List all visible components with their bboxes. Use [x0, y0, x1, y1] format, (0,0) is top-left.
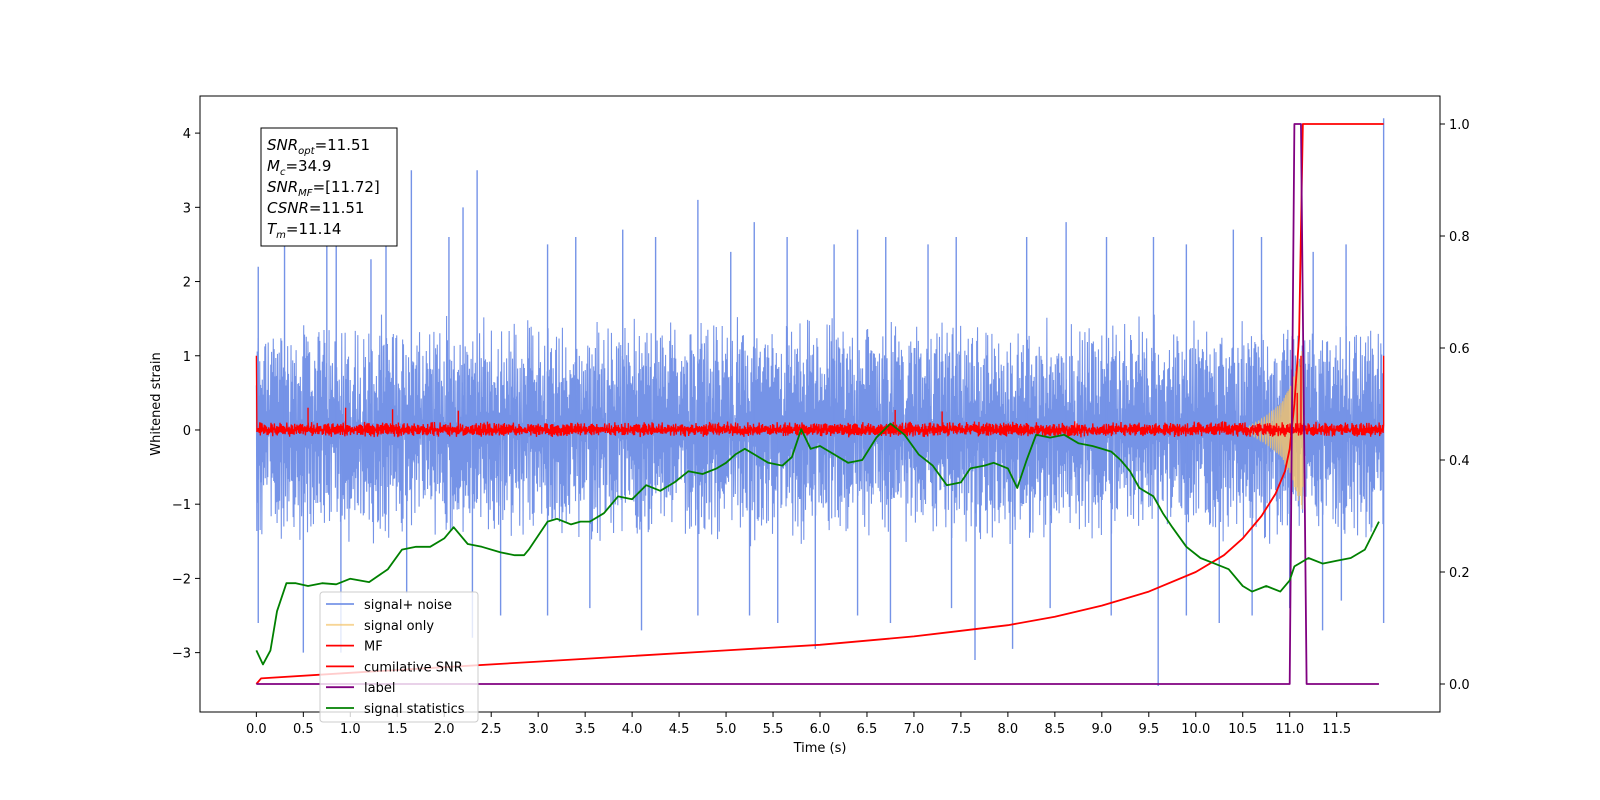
x-tick-label: 4.5: [669, 722, 690, 737]
legend-label-signal-statistics: signal statistics: [364, 702, 465, 717]
series-cumulative-snr: [255, 123, 1384, 685]
legend-label-label: label: [364, 681, 395, 696]
legend-label-signal-noise: signal+ noise: [364, 598, 452, 613]
x-tick-label: 5.0: [716, 722, 737, 737]
x-tick-label: 8.5: [1045, 722, 1066, 737]
x-tick-label: 2.0: [434, 722, 455, 737]
y-axis-left: −3 −2 −1 0 1 2 3 4: [172, 127, 200, 662]
y2-tick-label: 0.4: [1449, 454, 1470, 469]
y-tick-label: 4: [183, 127, 191, 142]
y-tick-label: 2: [183, 276, 191, 291]
legend-label-cumulative-snr: cumilative SNR: [364, 660, 463, 675]
annotation-box: SNRopt=11.51Mc=34.9SNRMF=[11.72]CSNR=11.…: [260, 127, 398, 247]
x-tick-label: 11.0: [1275, 722, 1304, 737]
x-tick-label: 0.0: [246, 722, 267, 737]
legend-label-mf: MF: [364, 640, 383, 655]
y-tick-label: 1: [183, 350, 191, 365]
y-axis-label: Whitened strain: [149, 352, 164, 455]
x-tick-label: 10.5: [1228, 722, 1257, 737]
series-layer: [255, 118, 1385, 687]
annotation-line: SNRopt=11.51: [267, 136, 370, 157]
legend: signal+ noise signal only MF cumilative SNR…: [319, 591, 479, 723]
x-tick-label: 3.5: [575, 722, 596, 737]
x-tick-label: 5.5: [763, 722, 784, 737]
series-signal-statistics: [255, 422, 1380, 666]
annotation-line: Tm=11.14: [267, 220, 341, 241]
x-axis: 0.0 0.5 1.0 1.5 2.0 2.5 3.0 3.5 4.0 4.5 5.0 5.5 6.0 6…: [246, 712, 1351, 737]
mf-line: [255, 355, 1385, 438]
x-tick-label: 11.5: [1322, 722, 1351, 737]
x-tick-label: 6.0: [810, 722, 831, 737]
y-tick-label: −1: [172, 498, 191, 513]
y-tick-label: −3: [172, 647, 191, 662]
x-tick-label: 1.5: [387, 722, 408, 737]
x-tick-label: 8.0: [998, 722, 1019, 737]
x-tick-label: 9.5: [1138, 722, 1159, 737]
x-tick-label: 7.5: [951, 722, 972, 737]
signal-noise-line: [255, 314, 1384, 547]
x-tick-label: 10.0: [1181, 722, 1210, 737]
x-tick-label: 3.0: [528, 722, 549, 737]
y2-tick-label: 0.2: [1449, 566, 1470, 581]
annotation-frame: [260, 127, 398, 247]
y-tick-label: 0: [183, 424, 191, 439]
series-label: [256, 123, 1379, 685]
y2-tick-label: 0.6: [1449, 342, 1470, 357]
x-tick-label: 7.0: [904, 722, 925, 737]
x-tick-label: 4.0: [622, 722, 643, 737]
x-tick-label: 1.0: [340, 722, 361, 737]
x-tick-label: 2.5: [481, 722, 502, 737]
annotation-line: CSNR=11.51: [267, 199, 364, 217]
annotation-line: Mc=34.9: [267, 157, 331, 178]
y-tick-label: 3: [183, 201, 191, 216]
legend-label-signal-only: signal only: [364, 619, 434, 634]
x-tick-label: 0.5: [293, 722, 314, 737]
y2-tick-label: 0.8: [1449, 230, 1470, 245]
y2-tick-label: 1.0: [1449, 118, 1470, 133]
y2-tick-label: 0.0: [1449, 678, 1470, 693]
y-tick-label: −2: [172, 572, 191, 587]
x-axis-label: Time (s): [793, 741, 847, 756]
annotation-line: SNRMF=[11.72]: [267, 178, 380, 199]
legend-frame: [319, 591, 479, 723]
x-tick-label: 9.0: [1091, 722, 1112, 737]
y-axis-right: 0.0 0.2 0.4 0.6 0.8 1.0: [1440, 118, 1470, 693]
series-signal-noise: [255, 118, 1385, 687]
x-tick-label: 6.5: [857, 722, 878, 737]
